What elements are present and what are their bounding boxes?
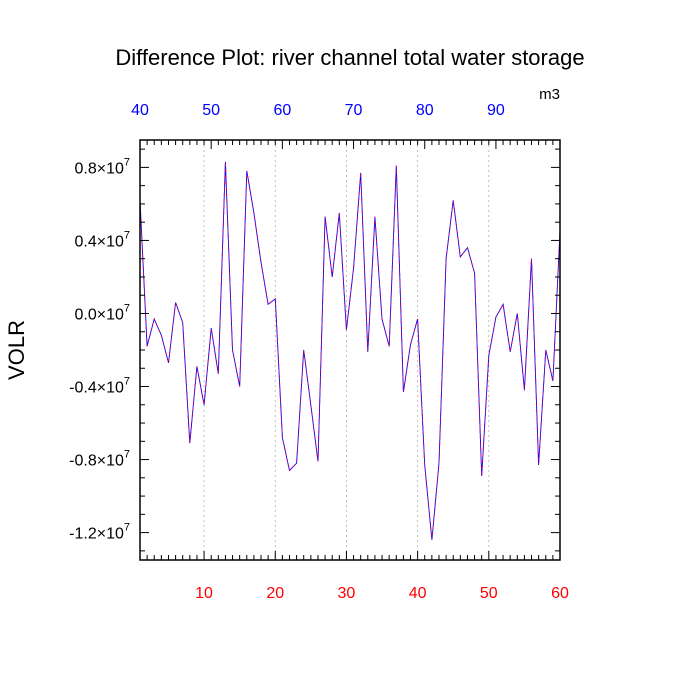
chart-title: Difference Plot: river channel total wat… [115,45,584,70]
series-group [139,161,561,540]
x-tick-label-bottom-5: 60 [551,585,569,602]
y-tick-label-0: 0.8×107 [74,156,130,177]
tick-marks [139,140,561,560]
x-tick-labels-top: 40 50 60 70 80 90 [131,102,505,119]
y-tick-label-2: 0.0×107 [74,302,130,323]
x-tick-label-top-3: 70 [345,102,363,119]
x-tick-label-top-4: 80 [416,102,434,119]
y-tick-label-5: -1.2×107 [69,522,130,543]
y-tick-label-4: -0.8×107 [69,449,130,470]
x-tick-labels-bottom: 10 20 30 40 50 60 [195,585,569,602]
x-tick-label-top-2: 60 [273,102,291,119]
x-tick-label-bottom-3: 40 [409,585,427,602]
x-tick-label-bottom-1: 20 [266,585,284,602]
y-tick-labels: 0.8×107 0.4×107 0.0×107 -0.4×107 -0.8×107 -1.… [69,156,130,542]
y-axis-label: VOLR [4,320,29,380]
x-tick-label-top-1: 50 [202,102,220,119]
y-tick-label-3: -0.4×107 [69,376,130,397]
x-tick-label-top-0: 40 [131,102,149,119]
plot-frame [139,139,561,561]
x-tick-label-bottom-0: 10 [195,585,213,602]
y-tick-label-1: 0.4×107 [74,229,130,250]
series-line-0 [139,161,561,540]
units-label: m3 [539,86,560,103]
x-tick-label-bottom-4: 50 [480,585,498,602]
grid [203,140,490,560]
x-tick-label-top-5: 90 [487,102,505,119]
series-line-base-0 [139,161,561,540]
x-tick-label-bottom-2: 30 [338,585,356,602]
